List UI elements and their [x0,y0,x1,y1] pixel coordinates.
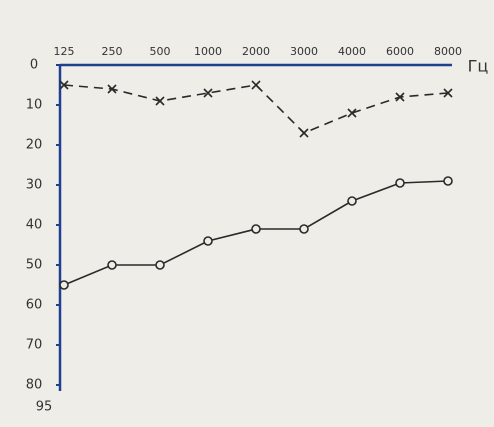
y-tick-label: 70 [26,338,43,353]
x-tick-label: 250 [102,45,123,58]
point-cross [395,92,405,102]
point-cross [59,80,69,90]
point-circle [347,196,357,206]
point-circle [251,224,261,234]
point-circle [155,260,165,270]
point-cross [251,80,261,90]
point-circle [299,224,309,234]
x-tick-label: 500 [150,45,171,58]
y-tick-label: 20 [26,138,43,153]
point-cross [443,88,453,98]
x-unit-label: Гц [468,57,489,76]
point-circle [107,260,117,270]
y-tick-label: 30 [26,178,43,193]
point-cross [155,96,165,106]
y-tick-label: 10 [26,98,43,113]
x-tick-label: 8000 [434,45,462,58]
x-tick-label: 4000 [338,45,366,58]
point-circle [203,236,213,246]
point-circle [395,178,405,188]
y-tick-label: 40 [26,218,43,233]
point-cross [299,128,309,138]
y-tick-label: 60 [26,298,43,313]
point-cross [203,88,213,98]
point-circle [443,176,453,186]
point-circle [59,280,69,290]
x-tick-label: 125 [54,45,75,58]
point-cross [107,84,117,94]
y-tick-label: 50 [26,258,43,273]
y-tick-label: 80 [26,378,43,393]
point-cross [347,108,357,118]
x-tick-label: 1000 [194,45,222,58]
y-tick-label: 0 [30,58,38,73]
axis-end-label: 95 [36,400,53,415]
series-line [63,84,449,134]
x-tick-label: 3000 [290,45,318,58]
x-tick-label: 6000 [386,45,414,58]
x-tick-label: 2000 [242,45,270,58]
